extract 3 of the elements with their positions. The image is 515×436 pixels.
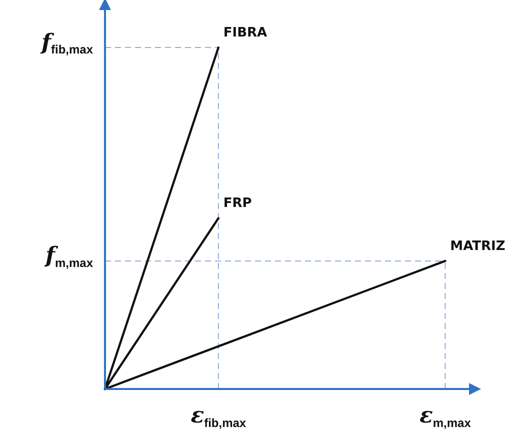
- series-label: FRP: [223, 196, 252, 212]
- series-label: FIBRA: [223, 25, 268, 40]
- series-label: MATRIZ: [450, 238, 506, 254]
